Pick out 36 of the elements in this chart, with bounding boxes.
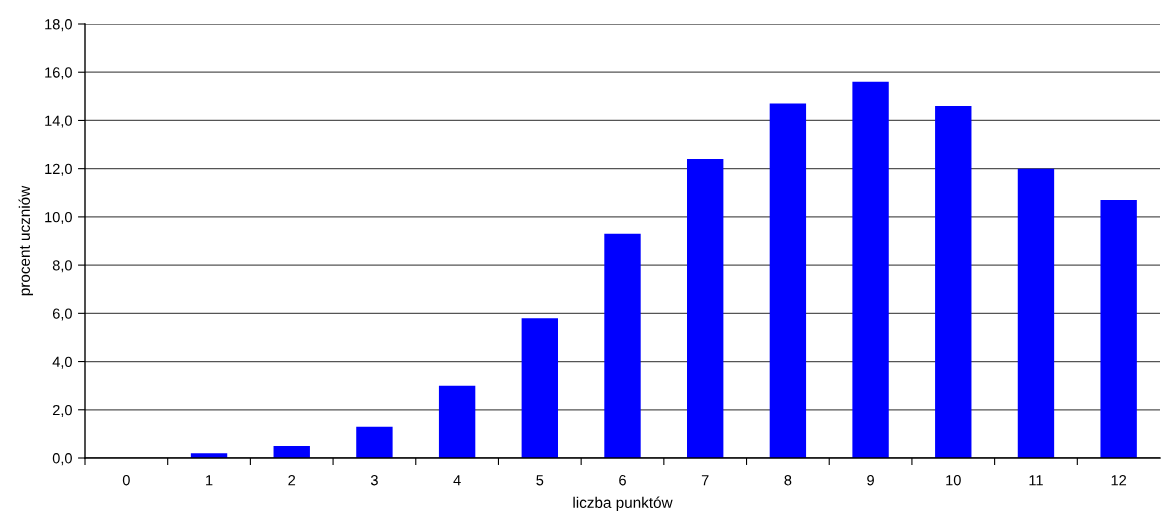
bar [273, 445, 310, 458]
x-tick-label: 5 [536, 475, 544, 486]
y-tick-label: 16,0 [45, 67, 72, 80]
x-tick-label: 2 [288, 475, 296, 486]
y-tick-label: 2,0 [52, 404, 72, 417]
x-tick-label: 4 [453, 475, 461, 486]
bar [438, 385, 476, 458]
bar [852, 81, 889, 458]
x-tick-label: 7 [701, 475, 709, 486]
y-axis-title: procent uczniów [18, 185, 34, 296]
y-tick-label: 14,0 [45, 115, 72, 128]
x-tick-label: 3 [370, 475, 378, 486]
y-tick-label: 18,0 [45, 19, 72, 32]
y-tick-label: 10,0 [45, 211, 72, 225]
bar [356, 426, 393, 458]
x-tick-label: 8 [784, 475, 792, 486]
bar [1017, 168, 1055, 458]
y-tick-label: 6,0 [52, 308, 72, 321]
y-tick-label: 12,0 [45, 163, 72, 176]
x-tick-label: 1 [206, 475, 213, 486]
bar [769, 103, 807, 458]
x-tick-label: 11 [1029, 475, 1043, 486]
bar [1100, 200, 1137, 458]
bar [687, 159, 724, 458]
y-tick-label: 8,0 [52, 260, 72, 273]
x-tick-label: 10 [946, 475, 961, 486]
x-axis-title: liczba punktów [573, 496, 673, 512]
x-tick-label: 0 [122, 475, 130, 486]
x-tick-label: 6 [619, 475, 626, 486]
x-tick-label: 9 [867, 475, 874, 486]
y-tick-label: 0,0 [52, 453, 72, 466]
bar [521, 318, 558, 458]
y-tick-label: 4,0 [52, 356, 72, 369]
bar [935, 105, 972, 458]
x-tick-label: 12 [1111, 475, 1127, 486]
bar [604, 233, 641, 458]
